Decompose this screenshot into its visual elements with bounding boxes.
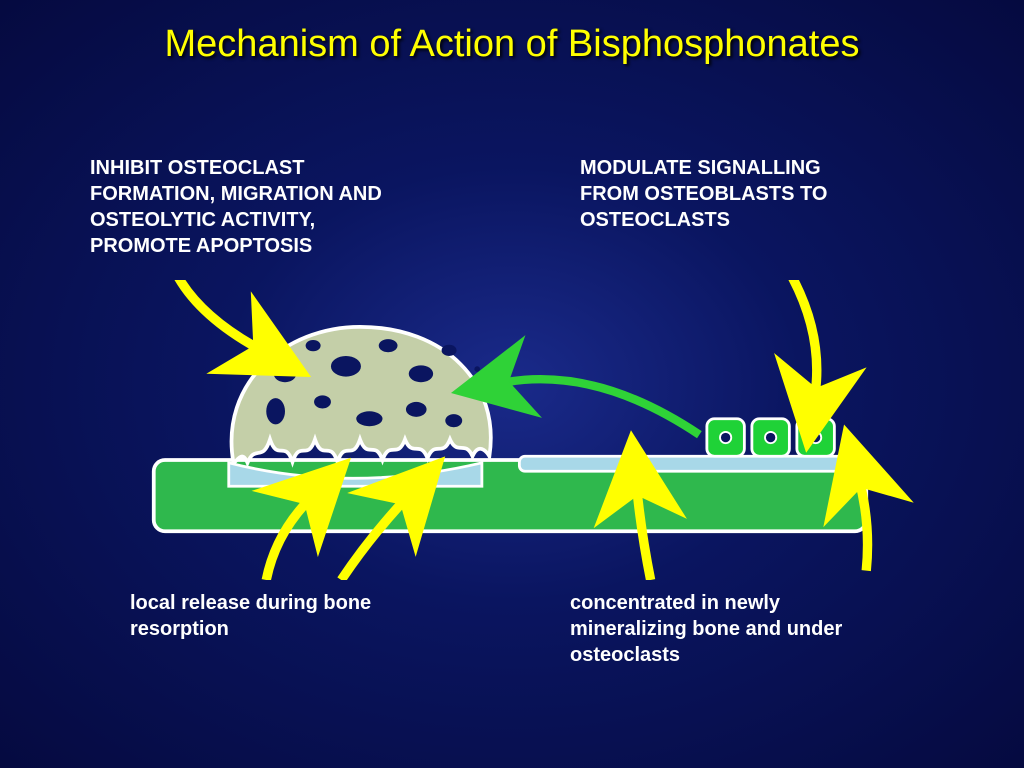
slide-title: Mechanism of Action of Bisphosphonates	[0, 0, 1024, 69]
mechanism-diagram	[100, 280, 920, 560]
arrow-inhibit-osteoclast	[177, 280, 261, 350]
arrow-modulate-signalling	[791, 280, 817, 397]
label-modulate-signalling: Modulate Signalling from Osteoblasts to …	[580, 155, 880, 233]
bone-slab	[154, 456, 867, 531]
arrow-osteoblast-to-osteoclast	[501, 379, 700, 435]
label-local-release: local release during bone resorption	[130, 590, 430, 642]
osteoclast-cell	[232, 327, 491, 463]
label-concentrated: concentrated in newly mineralizing bone …	[570, 590, 870, 668]
mineralizing-layer	[519, 456, 857, 471]
osteoblast-cells	[707, 419, 835, 457]
label-inhibit-osteoclast: Inhibit Osteoclast Formation, Migration …	[90, 155, 390, 259]
